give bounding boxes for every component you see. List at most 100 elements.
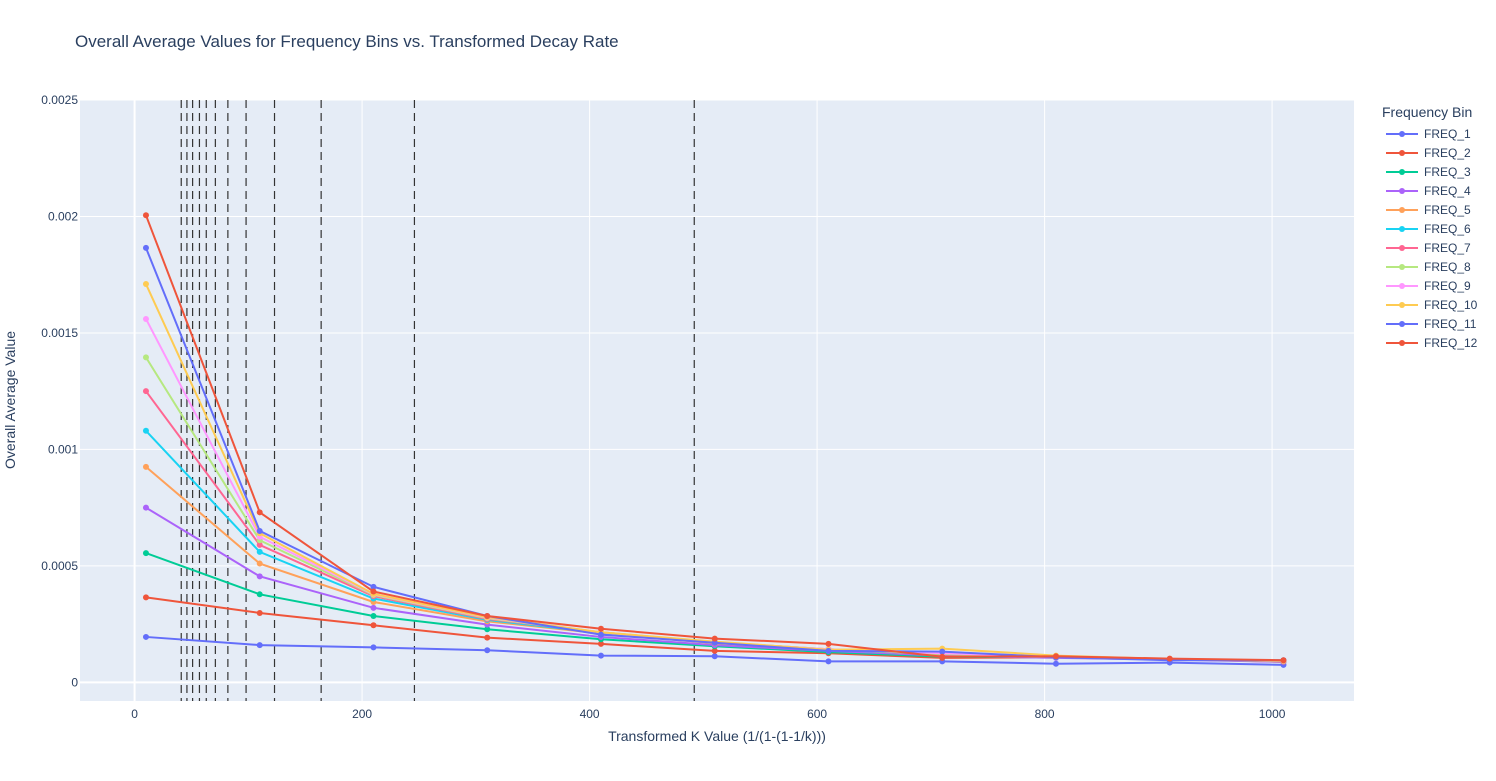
data-point — [142, 463, 149, 470]
data-point — [256, 573, 263, 580]
legend-item-freq_5[interactable]: FREQ_5 — [1382, 200, 1477, 219]
data-point — [256, 609, 263, 616]
data-point — [370, 604, 377, 611]
legend-item-freq_7[interactable]: FREQ_7 — [1382, 238, 1477, 257]
legend-item-freq_11[interactable]: FREQ_11 — [1382, 314, 1477, 333]
data-point — [597, 652, 604, 659]
x-axis-label: Transformed K Value (1/(1-(1-1/k))) — [608, 728, 826, 744]
data-point — [256, 591, 263, 598]
data-point — [142, 315, 149, 322]
legend-label: FREQ_12 — [1424, 335, 1478, 350]
legend-label: FREQ_2 — [1424, 145, 1471, 160]
data-point — [142, 504, 149, 511]
data-point — [142, 388, 149, 395]
data-point — [256, 642, 263, 649]
chart-title: Overall Average Values for Frequency Bin… — [75, 32, 619, 51]
data-point — [142, 550, 149, 557]
legend-item-freq_8[interactable]: FREQ_8 — [1382, 257, 1477, 276]
legend-item-freq_1[interactable]: FREQ_1 — [1382, 124, 1477, 143]
data-point — [1280, 657, 1287, 664]
legend-swatch — [1382, 318, 1422, 330]
legend-item-freq_12[interactable]: FREQ_12 — [1382, 333, 1477, 352]
data-point — [256, 541, 263, 548]
x-tick-label: 600 — [807, 707, 827, 721]
legend-label: FREQ_8 — [1424, 259, 1471, 274]
data-point — [370, 583, 377, 590]
data-point — [370, 612, 377, 619]
data-point — [370, 588, 377, 595]
axis-ticks: 0 200 400 600 800 1000 0 0.0005 0.001 0.0015 0.002… — [41, 93, 1285, 721]
y-tick-label: 0.002 — [48, 209, 78, 223]
y-tick-label: 0.001 — [48, 442, 78, 456]
legend-swatch — [1382, 128, 1422, 140]
data-point — [484, 612, 491, 619]
data-point — [597, 631, 604, 638]
y-tick-label: 0.0025 — [41, 93, 78, 107]
data-point — [142, 633, 149, 640]
legend-item-freq_6[interactable]: FREQ_6 — [1382, 219, 1477, 238]
legend-swatch — [1382, 166, 1422, 178]
data-point — [1052, 653, 1059, 660]
data-point — [711, 635, 718, 642]
legend-item-freq_2[interactable]: FREQ_2 — [1382, 143, 1477, 162]
x-tick-label: 1000 — [1259, 707, 1286, 721]
data-point — [939, 653, 946, 660]
legend-swatch — [1382, 223, 1422, 235]
legend-swatch — [1382, 204, 1422, 216]
data-point — [939, 648, 946, 655]
legend-title: Frequency Bin — [1382, 104, 1473, 120]
data-point — [142, 281, 149, 288]
x-tick-label: 400 — [580, 707, 600, 721]
legend-swatch — [1382, 299, 1422, 311]
data-point — [484, 634, 491, 641]
data-point — [484, 626, 491, 633]
series-lines — [142, 212, 1287, 668]
data-point — [597, 640, 604, 647]
data-point — [825, 647, 832, 654]
legend-label: FREQ_5 — [1424, 202, 1471, 217]
legend-label: FREQ_10 — [1424, 297, 1478, 312]
data-point — [370, 622, 377, 629]
x-tick-label: 200 — [352, 707, 372, 721]
data-point — [142, 427, 149, 434]
data-point — [711, 653, 718, 660]
legend: Frequency Bin FREQ_1 FREQ_2 FREQ_3 FREQ_4 FR… — [1382, 104, 1477, 352]
legend-label: FREQ_1 — [1424, 126, 1471, 141]
legend-item-freq_4[interactable]: FREQ_4 — [1382, 181, 1477, 200]
y-tick-label: 0 — [71, 675, 78, 689]
data-point — [256, 560, 263, 567]
legend-item-freq_9[interactable]: FREQ_9 — [1382, 276, 1477, 295]
legend-swatch — [1382, 185, 1422, 197]
data-point — [256, 527, 263, 534]
data-point — [142, 594, 149, 601]
data-point — [711, 647, 718, 654]
data-point — [142, 244, 149, 251]
legend-swatch — [1382, 147, 1422, 159]
legend-label: FREQ_3 — [1424, 164, 1471, 179]
legend-label: FREQ_7 — [1424, 240, 1471, 255]
legend-swatch — [1382, 337, 1422, 349]
data-point — [825, 640, 832, 647]
legend-swatch — [1382, 280, 1422, 292]
data-point — [142, 212, 149, 219]
data-point — [597, 625, 604, 632]
y-axis-label: Overall Average Value — [2, 331, 18, 469]
data-point — [1052, 660, 1059, 667]
data-point — [370, 644, 377, 651]
legend-item-freq_3[interactable]: FREQ_3 — [1382, 162, 1477, 181]
data-point — [256, 509, 263, 516]
legend-label: FREQ_11 — [1424, 316, 1477, 331]
legend-item-freq_10[interactable]: FREQ_10 — [1382, 295, 1477, 314]
data-point — [1166, 655, 1173, 662]
plot-area — [80, 100, 1354, 701]
series-freq_12 — [142, 212, 1287, 664]
data-point — [256, 548, 263, 555]
x-tick-label: 800 — [1035, 707, 1055, 721]
legend-swatch — [1382, 261, 1422, 273]
grid — [80, 99, 1354, 701]
data-point — [142, 354, 149, 361]
x-tick-label: 0 — [131, 707, 138, 721]
data-point — [711, 639, 718, 646]
legend-swatch — [1382, 242, 1422, 254]
